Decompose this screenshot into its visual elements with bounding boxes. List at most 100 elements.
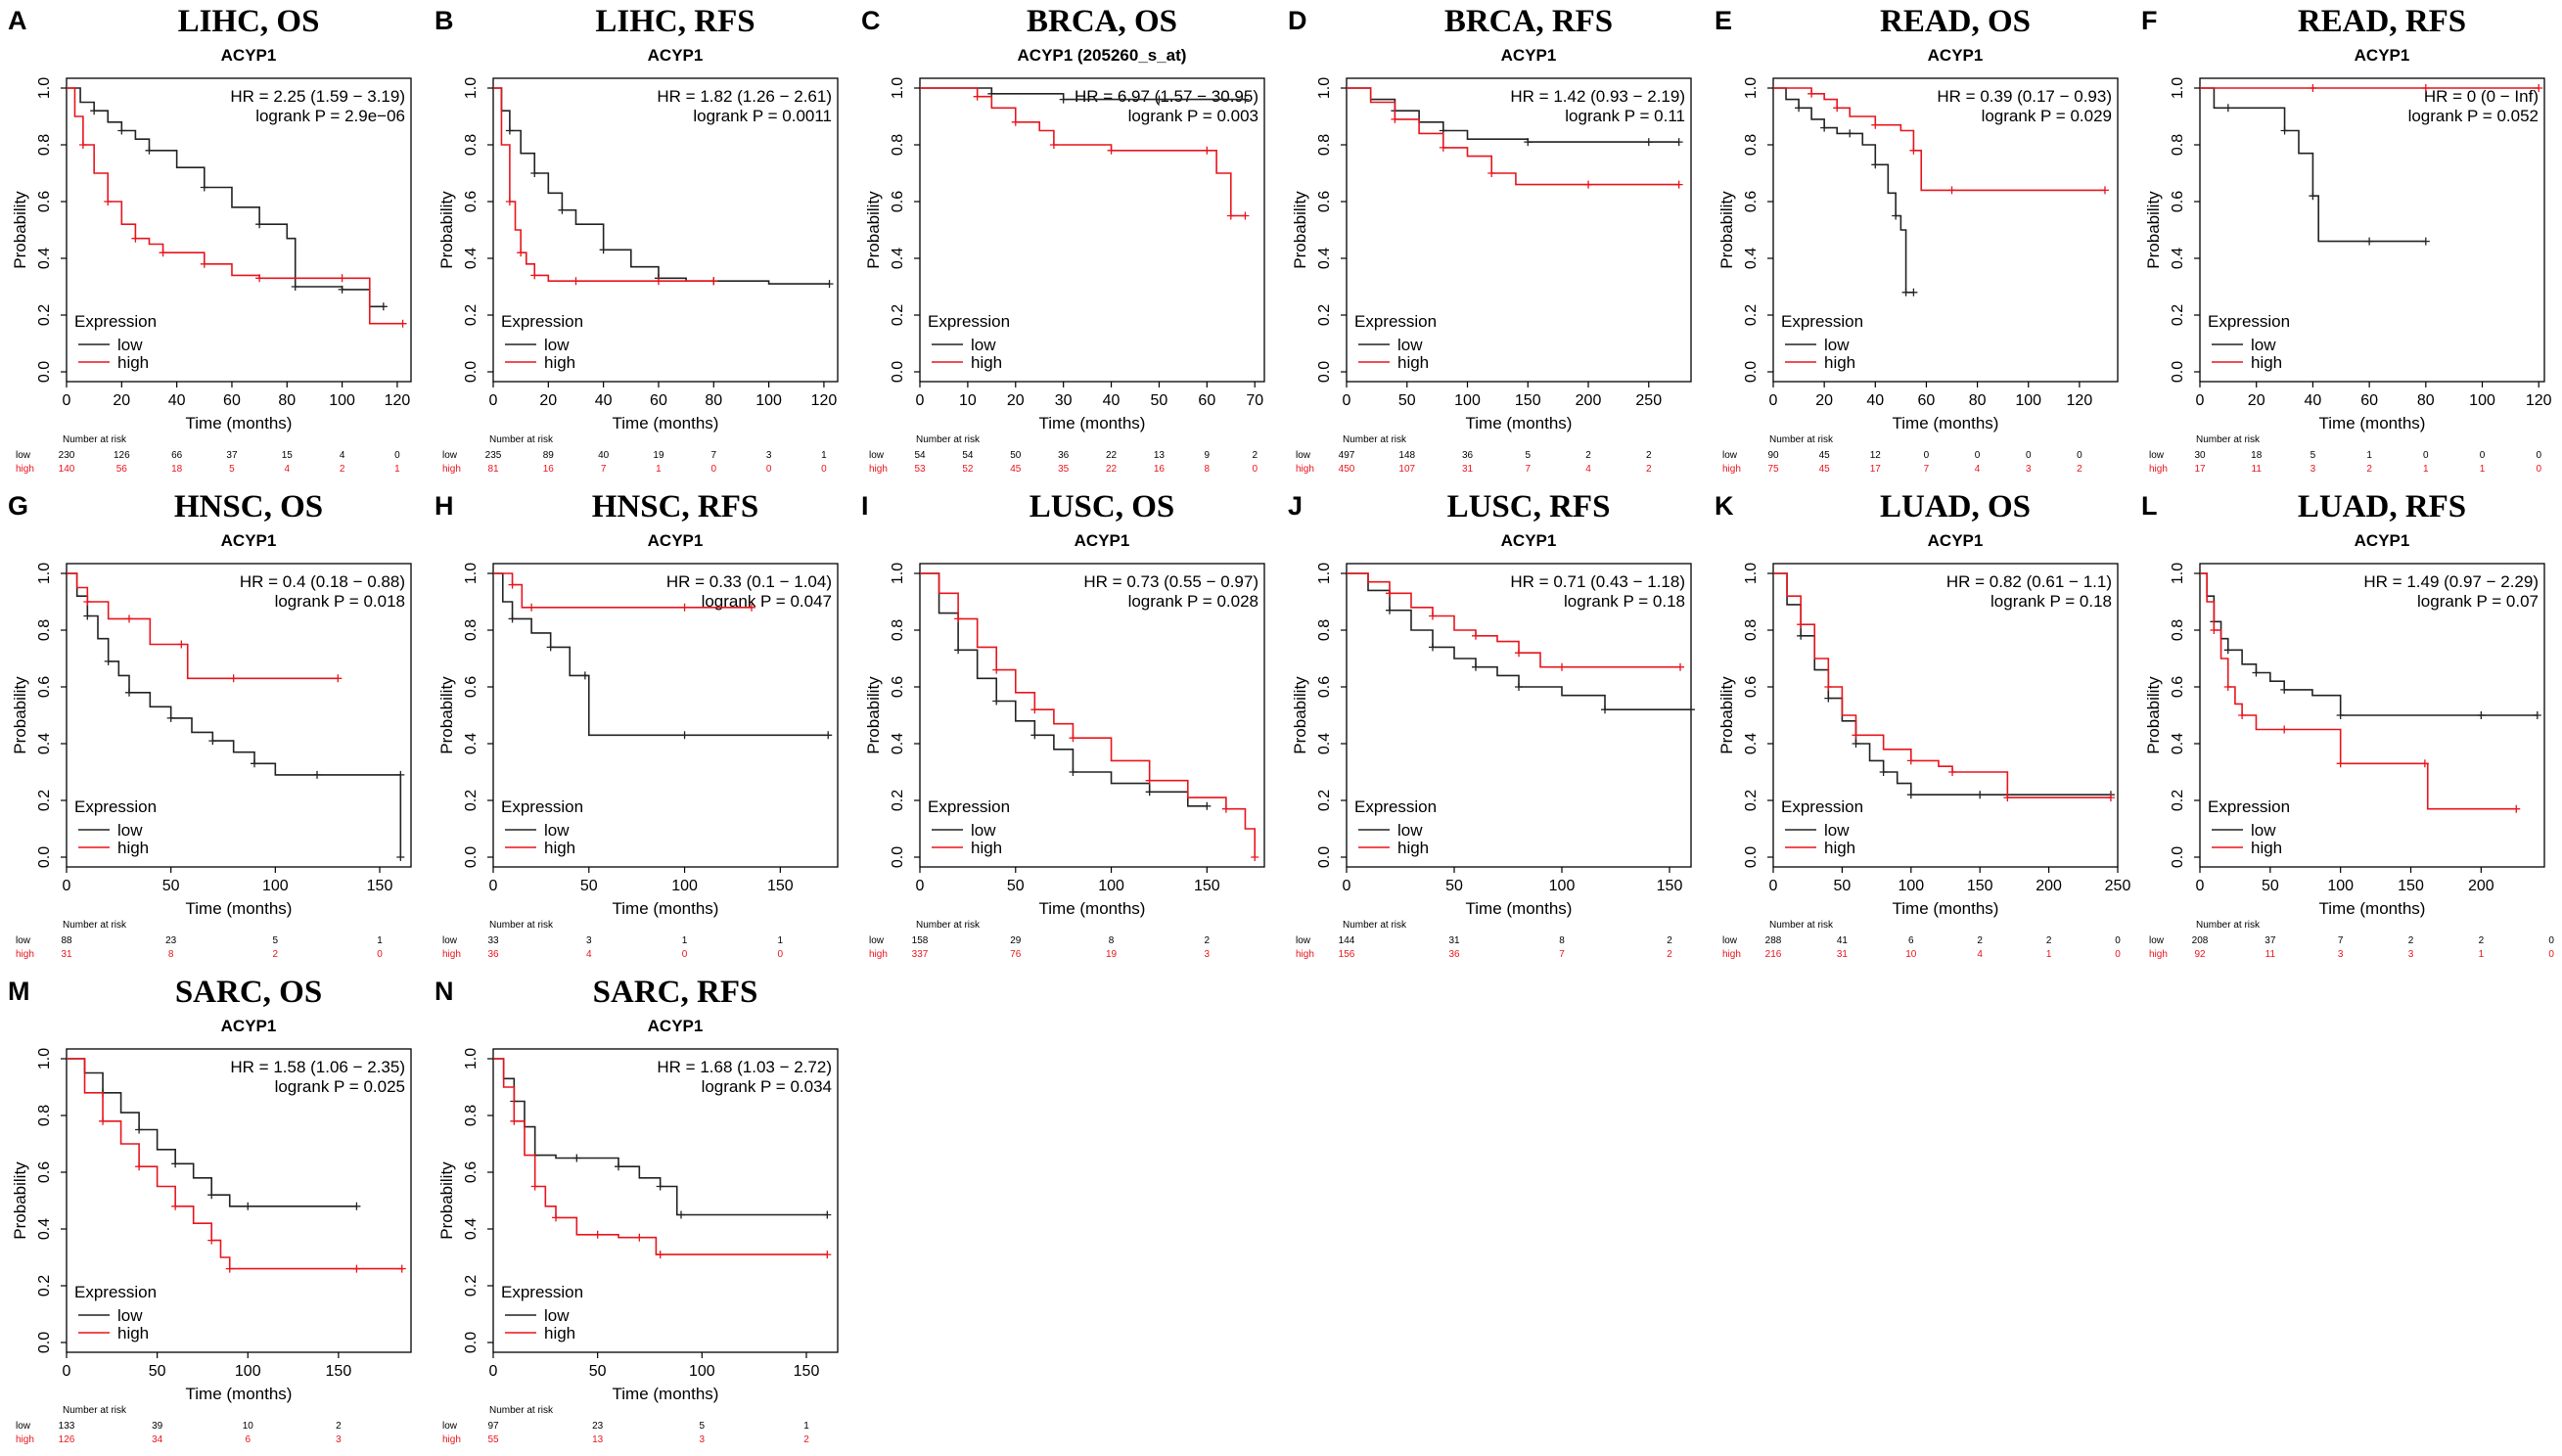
y-tick-label: 0.6 bbox=[463, 1161, 480, 1183]
x-tick-label: 50 bbox=[1445, 878, 1463, 894]
censor-mark-high bbox=[2336, 759, 2345, 768]
x-axis-title: Time (months) bbox=[613, 899, 719, 918]
risk-count-high: 4 bbox=[1977, 949, 1983, 960]
gene-label: ACYP1 bbox=[221, 531, 277, 550]
risk-row-label-high: high bbox=[442, 464, 461, 475]
censor-mark-high bbox=[2309, 84, 2317, 92]
panel-letter: M bbox=[8, 977, 30, 1006]
risk-count-high: 4 bbox=[1975, 464, 1981, 475]
risk-count-high: 19 bbox=[1106, 949, 1118, 960]
y-tick-label: 0.8 bbox=[1743, 619, 1760, 641]
logrank-p-text: logrank P = 0.0011 bbox=[693, 107, 832, 125]
censor-mark-low bbox=[1386, 606, 1394, 614]
hazard-ratio-text: HR = 1.49 (0.97 − 2.29) bbox=[2363, 572, 2539, 591]
censor-mark-low bbox=[1820, 123, 1829, 132]
censor-mark-high bbox=[135, 1162, 144, 1171]
risk-row-label-high: high bbox=[16, 1434, 34, 1445]
y-tick-label: 0.0 bbox=[890, 361, 906, 383]
legend-title: Expression bbox=[74, 797, 157, 816]
censor-mark-high bbox=[2420, 759, 2429, 768]
km-plot-h: H HNSC, RFS ACYP1 HR = 0.33 (0.1 − 1.04)log… bbox=[435, 489, 839, 960]
censor-mark-low bbox=[1674, 138, 1683, 147]
logrank-p-text: logrank P = 0.18 bbox=[1990, 592, 2112, 611]
risk-count-high: 10 bbox=[1905, 949, 1917, 960]
y-tick-label: 1.0 bbox=[1743, 77, 1760, 99]
censor-mark-high bbox=[1797, 620, 1806, 629]
risk-count-low: 12 bbox=[1870, 450, 1882, 461]
risk-count-low: 0 bbox=[2026, 450, 2032, 461]
panel-letter: E bbox=[1715, 6, 1732, 35]
legend-label-high: high bbox=[971, 839, 1002, 857]
logrank-p-text: logrank P = 0.18 bbox=[1564, 592, 1685, 611]
km-plot-i: I LUSC, OS ACYP1 HR = 0.73 (0.55 − 0.97)log… bbox=[861, 489, 1265, 960]
legend-label-low: low bbox=[2251, 336, 2276, 354]
censor-mark-low bbox=[954, 646, 963, 655]
risk-count-low: 235 bbox=[485, 450, 502, 461]
censor-mark-low bbox=[2309, 192, 2317, 201]
censor-mark-low bbox=[90, 107, 99, 115]
y-tick-label: 0.8 bbox=[36, 1105, 53, 1126]
y-tick-label: 0.4 bbox=[1316, 248, 1333, 269]
censor-mark-high bbox=[1030, 705, 1039, 714]
x-axis-title: Time (months) bbox=[186, 899, 293, 918]
y-tick-label: 0.6 bbox=[890, 191, 906, 212]
x-tick-label: 150 bbox=[326, 1363, 352, 1380]
risk-count-low: 7 bbox=[2338, 935, 2344, 946]
risk-count-high: 3 bbox=[700, 1434, 706, 1445]
censor-mark-high bbox=[1439, 143, 1447, 152]
x-tick-label: 40 bbox=[2305, 392, 2322, 409]
legend-title: Expression bbox=[1781, 797, 1863, 816]
risk-count-high: 126 bbox=[59, 1434, 75, 1445]
x-tick-label: 100 bbox=[262, 878, 289, 894]
y-tick-label: 0.0 bbox=[2170, 846, 2186, 868]
censor-mark-high bbox=[1429, 612, 1437, 620]
risk-count-low: 5 bbox=[273, 935, 279, 946]
risk-count-low: 2 bbox=[2046, 935, 2052, 946]
y-axis-title: Probability bbox=[1291, 676, 1309, 754]
risk-count-high: 76 bbox=[1010, 949, 1022, 960]
logrank-p-text: logrank P = 2.9e−06 bbox=[255, 107, 405, 125]
y-tick-label: 1.0 bbox=[890, 563, 906, 584]
plot-frame bbox=[66, 1048, 412, 1353]
y-tick-label: 1.0 bbox=[463, 77, 480, 99]
censor-mark-high bbox=[635, 1233, 644, 1242]
panel-letter: B bbox=[435, 6, 454, 35]
gene-label: ACYP1 bbox=[1075, 531, 1130, 550]
censor-mark-high bbox=[1221, 804, 1230, 813]
panel-title: LUAD, OS bbox=[1880, 489, 2031, 524]
km-curve-low bbox=[67, 87, 384, 308]
panel-title: LUSC, RFS bbox=[1447, 489, 1611, 524]
censor-mark-low bbox=[1824, 694, 1833, 703]
risk-row-label-low: low bbox=[442, 1421, 458, 1432]
risk-count-high: 17 bbox=[1870, 464, 1882, 475]
km-panel-h: H HNSC, RFS ACYP1 HR = 0.33 (0.1 − 1.04) log… bbox=[427, 485, 853, 965]
censor-mark-low bbox=[396, 853, 405, 861]
x-tick-label: 20 bbox=[1815, 392, 1833, 409]
x-axis-title: Time (months) bbox=[1893, 899, 1999, 918]
censor-mark-high bbox=[1909, 146, 1918, 155]
censor-mark-low bbox=[1515, 683, 1523, 691]
gene-label: ACYP1 bbox=[1501, 46, 1557, 65]
risk-count-high: 2 bbox=[2366, 464, 2372, 475]
censor-mark-high bbox=[1487, 169, 1496, 177]
km-panel-a: A LIHC, OS ACYP1 HR = 2.25 (1.59 − 3.19) log… bbox=[0, 0, 427, 479]
risk-count-high: 31 bbox=[1837, 949, 1849, 960]
hazard-ratio-text: HR = 0.82 (0.61 − 1.1) bbox=[1946, 572, 2112, 591]
y-tick-label: 0.6 bbox=[36, 1161, 53, 1183]
hazard-ratio-text: HR = 0.73 (0.55 − 0.97) bbox=[1083, 572, 1258, 591]
km-plot-g: G HNSC, OS ACYP1 HR = 0.4 (0.18 − 0.88)logr… bbox=[8, 489, 412, 960]
censor-mark-high bbox=[1472, 631, 1480, 640]
censor-mark-low bbox=[2477, 711, 2486, 719]
risk-count-high: 1 bbox=[2480, 464, 2486, 475]
censor-mark-low bbox=[1429, 643, 1437, 652]
y-tick-label: 0.2 bbox=[36, 304, 53, 326]
risk-row-label-low: low bbox=[16, 1421, 31, 1432]
censor-mark-high bbox=[680, 603, 689, 612]
x-tick-label: 150 bbox=[1194, 878, 1220, 894]
legend-label-high: high bbox=[544, 1324, 575, 1342]
censor-mark-low bbox=[207, 1191, 216, 1200]
censor-mark-high bbox=[2535, 84, 2543, 92]
censor-mark-high bbox=[2280, 725, 2289, 734]
legend-label-low: low bbox=[544, 1306, 570, 1325]
risk-count-high: 7 bbox=[1924, 464, 1930, 475]
